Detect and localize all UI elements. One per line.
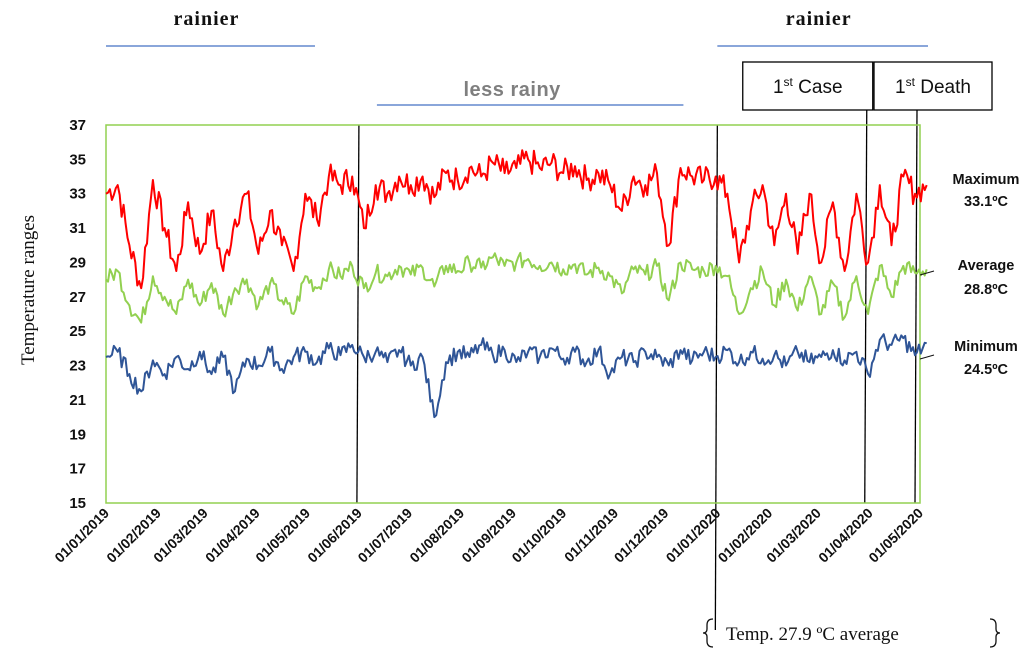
season-annotations: rainier less rainy rainier [106,8,928,106]
x-tick-label: 01/10/2019 [509,505,570,566]
y-axis-label: Temperature ranges [18,215,39,365]
series-label-value: 24.5ºC [964,362,1009,378]
y-tick-label: 21 [69,392,86,409]
note-brace-left [702,618,714,648]
y-tick-label: 17 [69,461,86,478]
event-label-text: 1st Case [773,75,843,98]
plot-area-border [105,124,921,504]
y-tick-label: 37 [69,117,86,134]
series-lines [105,149,928,419]
y-tick-label: 15 [69,495,86,512]
series-label-value: 28.8ºC [964,282,1009,298]
x-tick-label: 01/08/2019 [406,505,467,566]
event-label-box [873,61,993,111]
y-axis: 15 17 19 21 23 25 27 29 31 33 35 37 [69,117,86,512]
season-label: less rainy [464,79,562,101]
y-tick-label: 35 [69,151,86,168]
series-line-min [105,333,927,419]
vertical-marker-line [714,124,718,631]
season-label: rainier [786,8,852,30]
average-note: Temp. 27.9 ºC average [702,618,1001,648]
series-label-name: Maximum [953,172,1020,188]
event-label-box [742,61,874,111]
x-tick-label: 01/01/2019 [51,505,112,566]
vertical-marker-line [356,124,360,504]
y-tick-label: 23 [69,358,86,375]
y-tick-label: 19 [69,426,86,443]
series-label-connector [919,270,935,276]
y-tick-label: 29 [69,254,86,271]
x-tick-label: 01/12/2019 [611,505,672,566]
y-tick-label: 27 [69,289,86,306]
event-label-text: 1st Death [895,75,971,98]
series-line-max [105,149,928,290]
x-axis: 01/01/201901/02/201901/03/201901/04/2019… [51,505,926,566]
x-tick-label: 01/05/2019 [252,505,313,566]
y-tick-label: 33 [69,186,86,203]
series-label-value: 33.1ºC [964,194,1009,210]
x-tick-label: 01/07/2019 [354,505,415,566]
y-tick-label: 31 [69,220,86,237]
x-tick-label: 01/01/2020 [663,505,724,566]
series-label-connector [919,354,935,360]
note-text: Temp. 27.9 ºC average [726,624,899,645]
note-brace-right [989,618,1001,648]
event-marker-line [914,109,918,504]
x-tick-label: 01/05/2020 [865,505,926,566]
series-stat-labels: Maximum 33.1ºC Average 28.8ºC Minimum 24.5ºC [919,172,1020,378]
series-line-avg [105,251,928,324]
season-label: rainier [174,8,240,30]
series-label-name: Average [958,258,1015,274]
y-tick-label: 25 [69,323,86,340]
series-label-name: Minimum [954,339,1018,355]
event-markers: 1st Case 1st Death [356,61,993,631]
